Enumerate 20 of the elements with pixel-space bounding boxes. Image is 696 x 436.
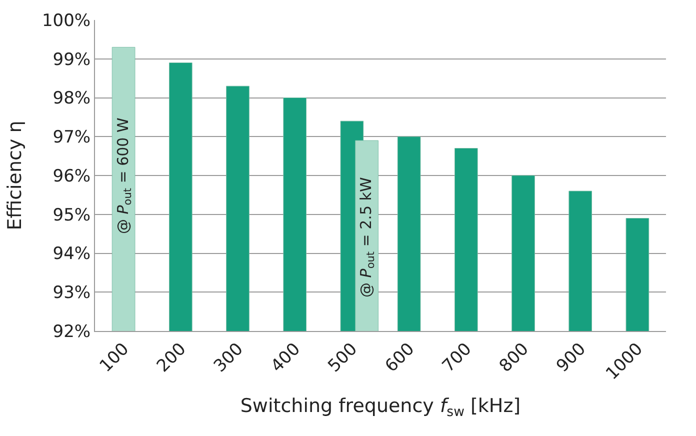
y-tick-label: 94% (52, 244, 91, 264)
x-tick-label: 600 (382, 339, 419, 376)
x-tick-label: 200 (153, 339, 190, 376)
x-tick-label: 700 (438, 339, 476, 376)
y-tick-label: 92% (52, 322, 91, 342)
x-tick-label: 300 (210, 339, 248, 376)
x-tick-label: 100 (96, 339, 134, 376)
x-tick-label: 500 (324, 339, 362, 376)
x-axis-title: Switching frequency f$_{sw}$ [kHz] (240, 394, 521, 420)
y-tick-label: 97% (52, 128, 91, 148)
y-tick-label: 99% (52, 50, 91, 70)
y-axis-title: Efficiency η (4, 120, 26, 230)
x-tick-label: 800 (496, 339, 533, 376)
y-tick-label: 100% (42, 10, 91, 31)
y-tick-label: 95% (52, 205, 91, 226)
y-tick-label: 96% (52, 166, 91, 186)
y-tick-label: 93% (52, 283, 91, 304)
x-tick-label: 400 (267, 339, 304, 376)
x-tick-label: 900 (552, 339, 590, 376)
y-tick-label: 98% (52, 88, 91, 109)
